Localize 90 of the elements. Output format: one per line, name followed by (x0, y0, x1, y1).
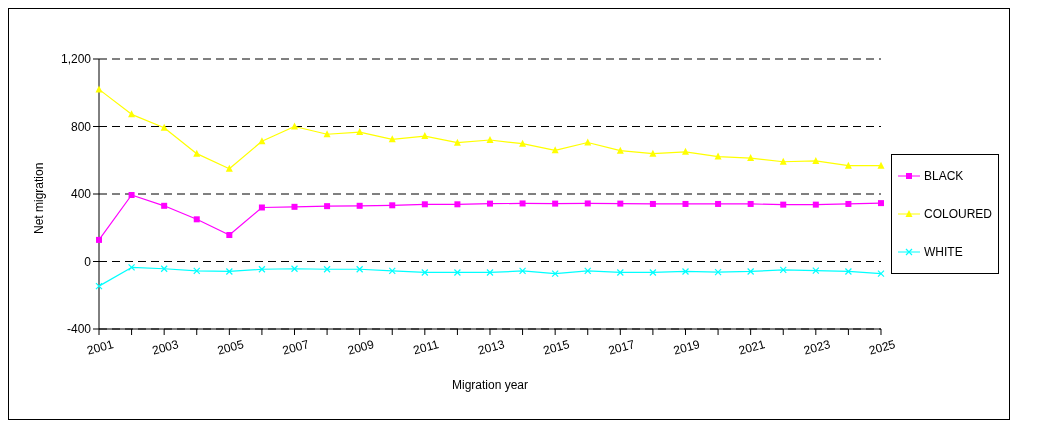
point (226, 232, 233, 239)
x-tick-label: 2005 (215, 337, 246, 358)
x-tick-label: 2013 (476, 337, 507, 358)
point (779, 266, 787, 274)
point (193, 267, 201, 275)
point (649, 149, 657, 157)
point (356, 265, 364, 273)
legend-label: BLACK (923, 169, 964, 183)
point (95, 282, 103, 290)
point (682, 200, 689, 207)
point (552, 200, 559, 207)
point (584, 267, 592, 275)
point (616, 268, 624, 277)
y-tick-label: 1,200 (60, 52, 92, 67)
point (779, 157, 787, 165)
point (225, 267, 233, 276)
point (95, 85, 103, 93)
x-tick-label: 2025 (867, 337, 898, 358)
legend-label: COLOURED (923, 207, 992, 221)
x-tick-label: 2007 (280, 337, 311, 358)
point (877, 270, 885, 278)
point (877, 161, 885, 169)
point (388, 267, 396, 275)
point (617, 200, 624, 207)
point (258, 265, 266, 273)
point (845, 200, 852, 207)
point (551, 270, 559, 278)
point (324, 203, 331, 210)
point (715, 200, 722, 207)
x-tick-label: 2017 (606, 337, 637, 358)
point (486, 136, 494, 143)
point (747, 200, 754, 207)
point (161, 202, 168, 209)
point (812, 267, 820, 275)
point (356, 128, 364, 136)
y-tick-label: 400 (70, 187, 92, 202)
x-axis-title: Migration year (451, 378, 529, 392)
point (323, 265, 331, 273)
point (193, 149, 201, 157)
x-tick-label: 2001 (85, 337, 116, 358)
point (291, 203, 298, 210)
x-tick-label: 2011 (411, 337, 441, 358)
point (519, 200, 526, 207)
point (453, 138, 461, 146)
point (454, 201, 461, 208)
point (258, 137, 266, 145)
point (780, 201, 787, 208)
legend-label: WHITE (923, 245, 963, 259)
point (421, 201, 428, 208)
point (389, 202, 396, 209)
point (421, 132, 429, 140)
point (747, 267, 755, 276)
point (258, 204, 265, 211)
point (877, 200, 884, 207)
point (290, 265, 299, 273)
point (518, 267, 527, 275)
x-tick-label: 2019 (671, 337, 702, 358)
x-tick-label: 2021 (737, 337, 767, 358)
point (649, 268, 657, 277)
point (714, 152, 722, 160)
x-tick-label: 2015 (541, 337, 572, 358)
point (486, 268, 494, 277)
point (616, 146, 624, 154)
point (844, 161, 852, 169)
x-tick-label: 2009 (346, 337, 376, 358)
point (486, 200, 493, 207)
point (96, 236, 102, 243)
point (356, 202, 363, 209)
point (421, 268, 429, 277)
point (649, 200, 656, 207)
point (812, 156, 820, 164)
y-tick-label: 800 (70, 119, 92, 134)
x-tick-label: 2023 (802, 337, 832, 358)
point (291, 122, 298, 130)
y-tick-label: -400 (66, 322, 92, 337)
point (519, 139, 527, 147)
point (681, 147, 689, 155)
x-tick-label: 2003 (150, 337, 181, 358)
point (225, 164, 233, 172)
point (747, 154, 755, 162)
y-tick-label: 0 (84, 254, 92, 269)
y-axis-title: Net migration (32, 162, 47, 234)
point (323, 130, 331, 138)
point (160, 123, 168, 131)
point (584, 200, 591, 207)
point (584, 138, 592, 146)
point (193, 216, 200, 223)
point (812, 201, 819, 208)
point (128, 192, 135, 199)
point (160, 265, 168, 273)
